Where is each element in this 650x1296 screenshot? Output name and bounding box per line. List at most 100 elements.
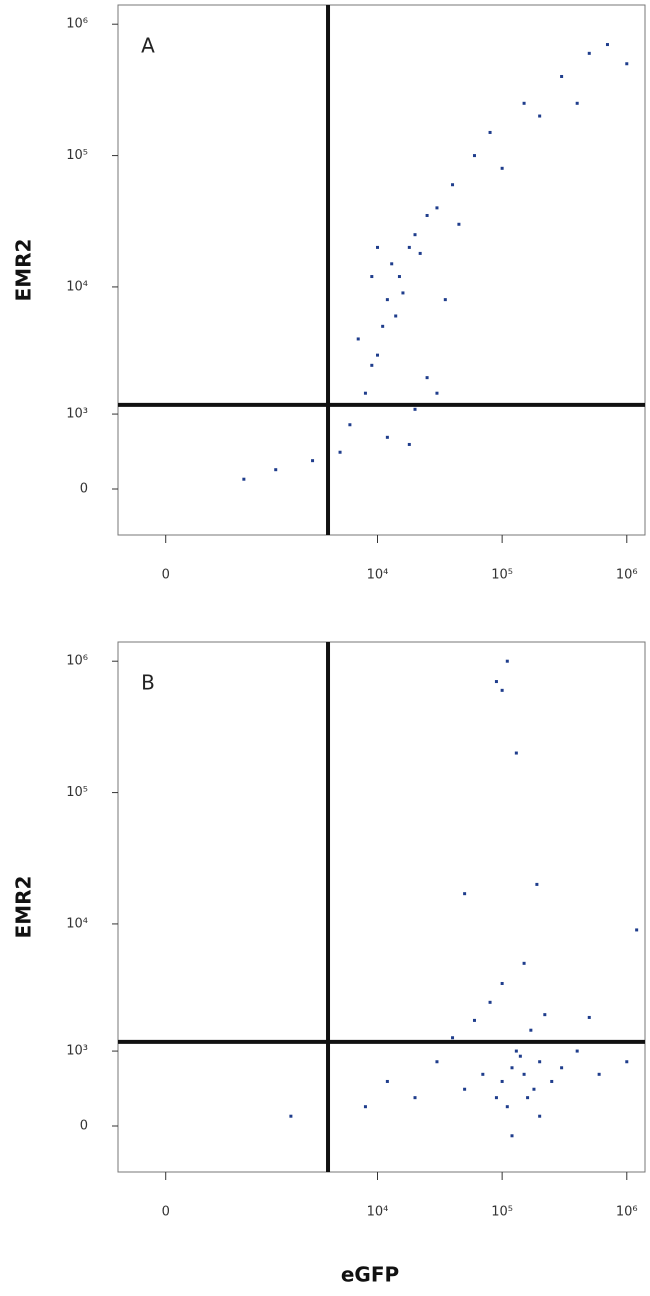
event-dot [394, 314, 398, 318]
event-dot [356, 337, 360, 341]
event-dot [443, 298, 447, 302]
event-dot [526, 1096, 530, 1100]
event-dot [560, 74, 564, 78]
y-tick-label: 0 [80, 1118, 88, 1133]
event-dot [500, 688, 504, 692]
x-tick-label: 0 [162, 568, 170, 583]
event-dot [451, 183, 455, 187]
event-dot [463, 892, 467, 896]
plot-frame [117, 4, 646, 536]
event-dot [505, 659, 509, 663]
event-dot [605, 43, 609, 47]
event-dot [413, 233, 417, 237]
event-dot [514, 1049, 518, 1053]
event-dot [425, 376, 429, 380]
event-dot [587, 1015, 591, 1019]
event-dot [457, 222, 461, 226]
event-dot [510, 1066, 514, 1070]
event-dot [435, 1060, 439, 1064]
event-dot [435, 206, 439, 210]
event-dot [587, 51, 591, 55]
event-dot [575, 101, 579, 105]
y-tick-label: 10⁶ [66, 654, 88, 669]
event-dot [538, 1060, 542, 1064]
event-dot [494, 1096, 498, 1100]
x-axis-label: eGFP [341, 1263, 399, 1287]
event-dot [370, 363, 374, 367]
x-tick-label: 10⁴ [367, 1205, 389, 1220]
event-dot [522, 961, 526, 965]
event-dot [560, 1066, 564, 1070]
x-tick-label: 10⁴ [367, 568, 389, 583]
event-dot [500, 166, 504, 170]
x-tick-label: 10⁵ [491, 1205, 513, 1220]
event-dot [481, 1072, 485, 1076]
event-dot [625, 1060, 629, 1064]
event-dot [500, 1079, 504, 1083]
event-dot [418, 251, 422, 255]
event-dot [338, 450, 342, 454]
event-dot [381, 324, 385, 328]
event-dot [385, 298, 389, 302]
event-dot [488, 130, 492, 134]
event-dot [635, 928, 639, 932]
event-dot [463, 1087, 467, 1091]
event-dot [538, 114, 542, 118]
event-dot [390, 262, 394, 266]
y-tick-label: 10⁵ [66, 785, 88, 800]
event-dot [500, 981, 504, 985]
event-dot [625, 62, 629, 66]
event-dot [488, 1000, 492, 1004]
y-tick-label: 10⁶ [66, 17, 88, 32]
event-dot [472, 1018, 476, 1022]
event-dot [242, 477, 246, 481]
event-dot [505, 1105, 509, 1109]
event-dot [363, 1105, 367, 1109]
event-dot [397, 275, 401, 279]
event-dot [532, 1087, 536, 1091]
event-dot [550, 1079, 554, 1083]
event-dot [407, 442, 411, 446]
x-tick-label: 10⁵ [491, 568, 513, 583]
event-dot [376, 353, 380, 357]
event-dot [425, 213, 429, 217]
y-tick-label: 10⁴ [66, 916, 88, 931]
panel-label: A [141, 34, 155, 58]
event-dot [529, 1028, 533, 1032]
panel-label: B [141, 671, 155, 695]
event-dot [413, 407, 417, 411]
event-dot [407, 245, 411, 249]
y-tick-label: 10⁵ [66, 148, 88, 163]
y-tick-label: 10³ [66, 1044, 88, 1059]
event-dot [522, 101, 526, 105]
event-dot [385, 1079, 389, 1083]
x-tick-label: 10⁶ [616, 1205, 638, 1220]
event-dot [435, 391, 439, 395]
y-tick-label: 0 [80, 481, 88, 496]
event-dot [311, 459, 315, 463]
y-tick-label: 10³ [66, 407, 88, 422]
event-dot [514, 751, 518, 755]
event-dot [510, 1134, 514, 1138]
y-axis-label: EMR2 [12, 876, 36, 939]
event-dot [518, 1054, 522, 1058]
event-dot [597, 1072, 601, 1076]
event-dot [538, 1114, 542, 1118]
event-dot [274, 468, 278, 472]
event-dot [289, 1114, 293, 1118]
plot-frame [117, 641, 646, 1173]
y-axis-label: EMR2 [12, 239, 36, 302]
event-dot [363, 391, 367, 395]
event-dot [543, 1013, 547, 1017]
event-dot [385, 435, 389, 439]
y-tick-label: 10⁴ [66, 279, 88, 294]
event-dot [401, 291, 405, 295]
event-dot [522, 1072, 526, 1076]
event-dot [348, 423, 352, 427]
event-dot [494, 680, 498, 684]
event-dot [376, 245, 380, 249]
event-dot [472, 154, 476, 158]
event-dot [575, 1049, 579, 1053]
event-dot [413, 1096, 417, 1100]
